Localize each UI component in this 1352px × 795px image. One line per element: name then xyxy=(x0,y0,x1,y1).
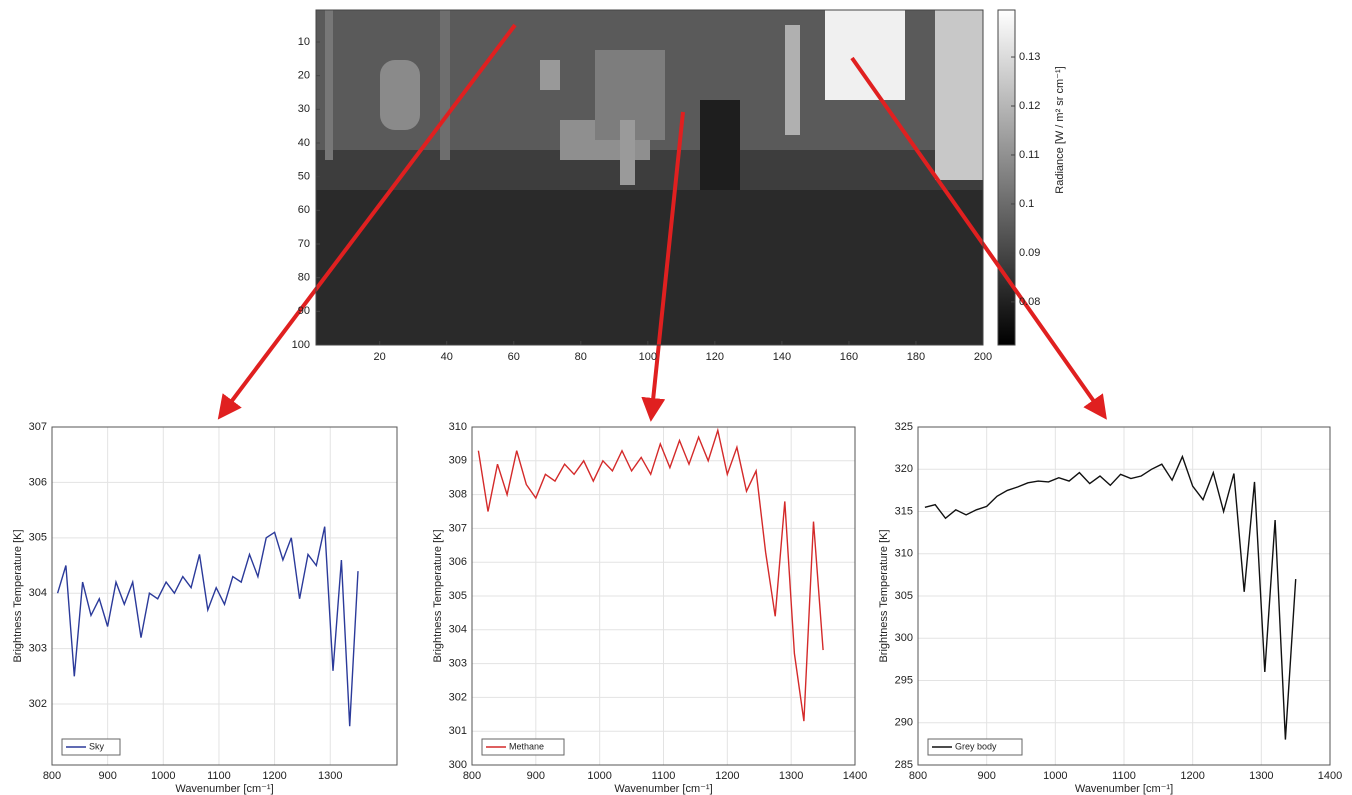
colorbar-tick-label: 0.09 xyxy=(1019,247,1040,259)
y-tick-label: 310 xyxy=(895,548,913,560)
x-tick-label: 1100 xyxy=(1112,770,1136,782)
y-tick-label: 295 xyxy=(895,674,913,686)
x-axis-label: Wavenumber [cm⁻¹] xyxy=(1075,783,1173,795)
x-tick-label: 900 xyxy=(977,770,995,782)
y-axis-label: Brightness Temperature [K] xyxy=(878,529,890,662)
y-tick-label: 307 xyxy=(29,421,47,433)
x-tick-label: 1000 xyxy=(587,770,611,782)
y-tick-label: 302 xyxy=(449,691,467,703)
legend-label: Sky xyxy=(89,741,105,751)
x-tick-label: 1100 xyxy=(652,770,676,782)
y-tick-label: 90 xyxy=(298,305,310,317)
y-tick-label: 305 xyxy=(449,590,467,602)
x-tick-label: 1000 xyxy=(1043,770,1067,782)
y-axis-label: Brightness Temperature [K] xyxy=(432,529,444,662)
y-tick-label: 301 xyxy=(449,725,467,737)
x-tick-label: 1300 xyxy=(779,770,803,782)
x-axis-label: Wavenumber [cm⁻¹] xyxy=(614,783,712,795)
y-tick-label: 300 xyxy=(449,759,467,771)
y-tick-label: 80 xyxy=(298,272,310,284)
arrows xyxy=(217,23,1107,422)
y-tick-label: 325 xyxy=(895,421,913,433)
y-tick-label: 10 xyxy=(298,36,310,48)
y-tick-label: 304 xyxy=(449,624,467,636)
colorbar-tick-label: 0.12 xyxy=(1019,100,1040,112)
x-tick-label: 1400 xyxy=(1318,770,1342,782)
y-tick-label: 305 xyxy=(895,590,913,602)
x-tick-label: 800 xyxy=(463,770,481,782)
x-tick-label: 900 xyxy=(98,770,116,782)
x-tick-label: 800 xyxy=(43,770,61,782)
y-tick-label: 100 xyxy=(292,339,310,351)
y-tick-label: 309 xyxy=(449,455,467,467)
y-tick-label: 320 xyxy=(895,463,913,475)
y-axis-label: Brightness Temperature [K] xyxy=(12,529,24,662)
x-tick-label: 1200 xyxy=(715,770,739,782)
y-tick-label: 60 xyxy=(298,204,310,216)
data-line xyxy=(924,454,1297,740)
x-tick-label: 1300 xyxy=(318,770,342,782)
y-tick-label: 310 xyxy=(449,421,467,433)
y-tick-label: 70 xyxy=(298,238,310,250)
y-tick-label: 30 xyxy=(298,103,310,115)
y-tick-label: 285 xyxy=(895,759,913,771)
image-frame xyxy=(315,9,984,346)
y-tick-label: 303 xyxy=(29,643,47,655)
x-tick-label: 120 xyxy=(706,351,724,363)
x-tick-label: 1300 xyxy=(1249,770,1273,782)
x-tick-label: 160 xyxy=(840,351,858,363)
plot-area xyxy=(52,427,397,765)
x-tick-label: 1400 xyxy=(843,770,867,782)
y-tick-label: 308 xyxy=(449,489,467,501)
y-tick-label: 300 xyxy=(895,632,913,644)
legend-label: Methane xyxy=(509,741,544,751)
y-tick-label: 315 xyxy=(895,505,913,517)
y-tick-label: 306 xyxy=(449,556,467,568)
x-tick-label: 60 xyxy=(508,351,520,363)
y-tick-label: 306 xyxy=(29,476,47,488)
colorbar-tick-label: 0.08 xyxy=(1019,296,1040,308)
colorbar-tick-label: 0.1 xyxy=(1019,198,1034,210)
plot-frame xyxy=(51,426,398,766)
x-tick-label: 1200 xyxy=(1180,770,1204,782)
x-tick-label: 800 xyxy=(909,770,927,782)
x-axis-label: Wavenumber [cm⁻¹] xyxy=(175,783,273,795)
legend-box xyxy=(61,738,121,756)
y-tick-label: 303 xyxy=(449,658,467,670)
legend-label: Grey body xyxy=(955,741,997,751)
x-tick-label: 20 xyxy=(374,351,386,363)
colorbar-label: Radiance [W / m² sr cm⁻¹] xyxy=(1054,66,1066,193)
y-tick-label: 20 xyxy=(298,70,310,82)
x-tick-label: 1000 xyxy=(151,770,175,782)
data-line xyxy=(477,427,824,722)
y-tick-label: 307 xyxy=(449,522,467,534)
legend-box xyxy=(927,738,1023,756)
plot-frame xyxy=(471,426,856,766)
colorbar-tick-label: 0.13 xyxy=(1019,51,1040,63)
x-tick-label: 40 xyxy=(441,351,453,363)
y-tick-label: 40 xyxy=(298,137,310,149)
plot-frame xyxy=(917,426,1331,766)
x-tick-label: 900 xyxy=(527,770,545,782)
y-tick-label: 304 xyxy=(29,587,47,599)
x-tick-label: 180 xyxy=(907,351,925,363)
colorbar-tick-label: 0.11 xyxy=(1019,149,1040,161)
y-tick-label: 305 xyxy=(29,532,47,544)
y-tick-label: 50 xyxy=(298,171,310,183)
x-tick-label: 1200 xyxy=(262,770,286,782)
thermal-image xyxy=(316,10,983,345)
x-tick-label: 140 xyxy=(773,351,791,363)
colorbar xyxy=(997,9,1016,346)
x-tick-label: 80 xyxy=(575,351,587,363)
legend-box xyxy=(481,738,565,756)
y-tick-label: 290 xyxy=(895,717,913,729)
x-tick-label: 200 xyxy=(974,351,992,363)
y-tick-label: 302 xyxy=(29,698,47,710)
x-tick-label: 1100 xyxy=(207,770,231,782)
data-line xyxy=(56,526,359,727)
x-tick-label: 100 xyxy=(639,351,657,363)
